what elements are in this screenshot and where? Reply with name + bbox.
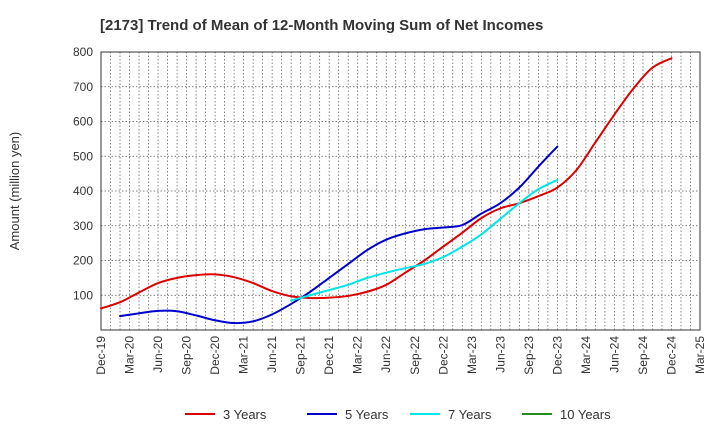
x-tick-label: Sep-21 — [294, 336, 308, 375]
x-tick-label: Sep-24 — [636, 336, 650, 375]
x-tick-label: Jun-20 — [151, 336, 165, 373]
x-tick-label: Dec-19 — [94, 336, 108, 375]
grid — [101, 51, 700, 330]
x-tick-label: Mar-25 — [693, 336, 707, 374]
y-tick-label: 500 — [73, 149, 93, 163]
x-tick-label: Dec-23 — [550, 336, 564, 375]
y-tick-label: 600 — [73, 115, 93, 129]
legend-label-2: 5 Years — [345, 407, 389, 422]
x-tick-label: Dec-20 — [208, 336, 222, 375]
chart-title: [2173] Trend of Mean of 12-Month Moving … — [100, 17, 543, 34]
legend-label-3: 7 Years — [448, 407, 492, 422]
x-tick-labels: Dec-19 Mar-20 Jun-20 Sep-20 Dec-20 Mar-21 Jun-… — [94, 336, 707, 375]
x-tick-label: Dec-21 — [322, 336, 336, 375]
y-tick-label: 200 — [73, 254, 93, 268]
series-line-2 — [119, 145, 559, 325]
x-tick-label: Dec-22 — [436, 336, 450, 375]
x-tick-label: Dec-24 — [664, 336, 678, 375]
x-tick-label: Sep-20 — [180, 336, 194, 375]
x-tick-label: Jun-21 — [265, 336, 279, 373]
x-tick-label: Mar-20 — [123, 336, 137, 374]
legend: 3 Years 5 Years 7 Years 10 Years — [185, 407, 611, 422]
plot-frame — [100, 51, 701, 331]
series-lines — [100, 57, 673, 325]
legend-label-4: 10 Years — [560, 407, 611, 422]
x-tick-label: Mar-22 — [351, 336, 365, 374]
series-line-1 — [100, 57, 673, 310]
x-tick-label: Sep-22 — [408, 336, 422, 375]
x-tick-label: Mar-24 — [579, 336, 593, 374]
series-line-3 — [290, 178, 559, 302]
x-tick-label: Mar-23 — [465, 336, 479, 374]
y-tick-label: 400 — [73, 184, 93, 198]
y-axis-label: Amount (million yen) — [7, 132, 22, 251]
y-tick-label: 800 — [73, 45, 93, 59]
x-tick-label: Jun-24 — [607, 336, 621, 373]
x-tick-label: Jun-22 — [379, 336, 393, 373]
y-tick-label: 300 — [73, 219, 93, 233]
x-tick-label: Sep-23 — [522, 336, 536, 375]
y-tick-label: 700 — [73, 80, 93, 94]
y-tick-label: 100 — [73, 288, 93, 302]
legend-label-1: 3 Years — [223, 407, 267, 422]
y-tick-labels: 100 200 300 400 500 600 700 800 — [73, 45, 93, 302]
x-tick-label: Jun-23 — [493, 336, 507, 373]
x-tick-label: Mar-21 — [237, 336, 251, 374]
